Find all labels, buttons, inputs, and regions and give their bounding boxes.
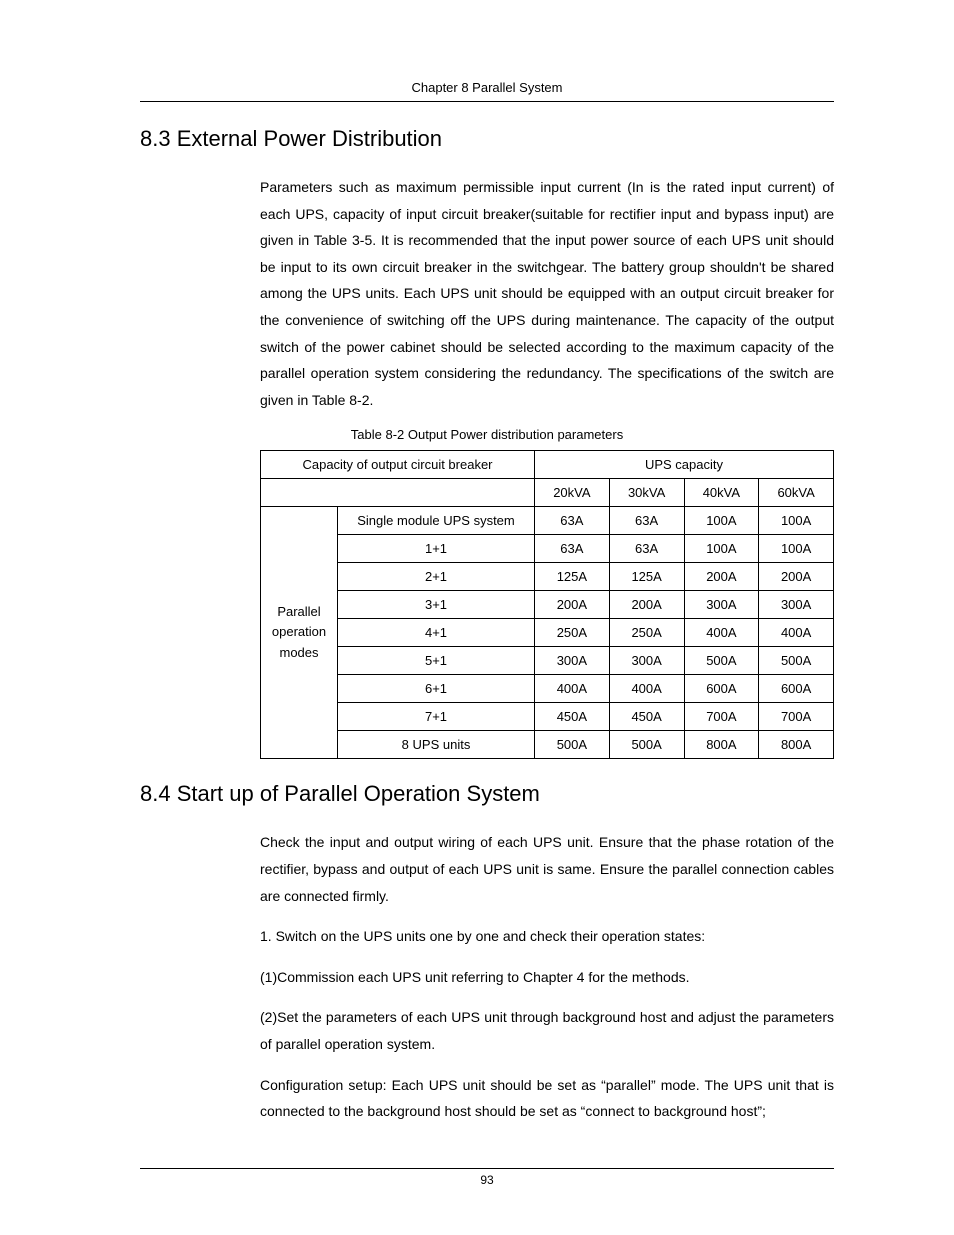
chapter-header: Chapter 8 Parallel System xyxy=(140,80,834,102)
table-cell: 200A xyxy=(609,591,684,619)
table-cell: 600A xyxy=(759,675,834,703)
capacity-col-1: 30kVA xyxy=(609,479,684,507)
table-cell: 800A xyxy=(759,731,834,759)
table-cell: 250A xyxy=(609,619,684,647)
mode-label: 7+1 xyxy=(338,703,535,731)
table-cell: 125A xyxy=(535,563,610,591)
table-cell: 100A xyxy=(684,535,759,563)
table-cell: 300A xyxy=(684,591,759,619)
table-cell: 300A xyxy=(535,647,610,675)
table-cell: 63A xyxy=(609,535,684,563)
table-header-row-2: 20kVA 30kVA 40kVA 60kVA xyxy=(261,479,834,507)
table-cell: 500A xyxy=(684,647,759,675)
capacity-col-3: 60kVA xyxy=(759,479,834,507)
section-8-4-p2: 1. Switch on the UPS units one by one an… xyxy=(260,923,834,950)
table-cell: 700A xyxy=(684,703,759,731)
table-cell: 400A xyxy=(684,619,759,647)
table-row: 2+1 125A 125A 200A 200A xyxy=(261,563,834,591)
table-cell: 100A xyxy=(684,507,759,535)
table-row: Parallel operation modes Single module U… xyxy=(261,507,834,535)
table-cell: 63A xyxy=(609,507,684,535)
table-cell: 450A xyxy=(535,703,610,731)
table-caption: Table 8-2 Output Power distribution para… xyxy=(140,427,834,442)
section-8-3-paragraph: Parameters such as maximum permissible i… xyxy=(260,174,834,413)
table-cell: 400A xyxy=(609,675,684,703)
section-8-4-p1: Check the input and output wiring of eac… xyxy=(260,829,834,909)
table-cell: 250A xyxy=(535,619,610,647)
mode-label: 8 UPS units xyxy=(338,731,535,759)
mode-label: Single module UPS system xyxy=(338,507,535,535)
table-row: 6+1 400A 400A 600A 600A xyxy=(261,675,834,703)
table-row: 5+1 300A 300A 500A 500A xyxy=(261,647,834,675)
table-cell: 300A xyxy=(609,647,684,675)
section-8-4-p4: (2)Set the parameters of each UPS unit t… xyxy=(260,1004,834,1057)
table-cell: 63A xyxy=(535,507,610,535)
row-group-label: Parallel operation modes xyxy=(261,507,338,759)
table-row: 7+1 450A 450A 700A 700A xyxy=(261,703,834,731)
mode-label: 5+1 xyxy=(338,647,535,675)
table-header-left: Capacity of output circuit breaker xyxy=(261,451,535,479)
table-cell: 200A xyxy=(759,563,834,591)
table-cell: 600A xyxy=(684,675,759,703)
capacity-col-0: 20kVA xyxy=(535,479,610,507)
mode-label: 2+1 xyxy=(338,563,535,591)
table-cell: 500A xyxy=(609,731,684,759)
table-row: 8 UPS units 500A 500A 800A 800A xyxy=(261,731,834,759)
output-power-table: Capacity of output circuit breaker UPS c… xyxy=(260,450,834,759)
mode-label: 1+1 xyxy=(338,535,535,563)
table-row: 1+1 63A 63A 100A 100A xyxy=(261,535,834,563)
table-cell: 400A xyxy=(759,619,834,647)
page-footer: 93 xyxy=(140,1168,834,1187)
document-page: Chapter 8 Parallel System 8.3 External P… xyxy=(0,0,954,1235)
table-cell: 700A xyxy=(759,703,834,731)
mode-label: 3+1 xyxy=(338,591,535,619)
section-8-4-p3: (1)Commission each UPS unit referring to… xyxy=(260,964,834,991)
table-row: 3+1 200A 200A 300A 300A xyxy=(261,591,834,619)
table-header-right: UPS capacity xyxy=(535,451,834,479)
section-heading-8-3: 8.3 External Power Distribution xyxy=(140,126,834,152)
table-cell: 200A xyxy=(535,591,610,619)
table-cell: 500A xyxy=(759,647,834,675)
table-cell: 100A xyxy=(759,507,834,535)
table-cell: 100A xyxy=(759,535,834,563)
mode-label: 4+1 xyxy=(338,619,535,647)
page-number: 93 xyxy=(480,1173,493,1187)
table-cell: 125A xyxy=(609,563,684,591)
table-cell: 200A xyxy=(684,563,759,591)
table-cell: 800A xyxy=(684,731,759,759)
mode-label: 6+1 xyxy=(338,675,535,703)
table-cell: 400A xyxy=(535,675,610,703)
table-header-blank xyxy=(261,479,535,507)
section-8-4-p5: Configuration setup: Each UPS unit shoul… xyxy=(260,1072,834,1125)
table-row: 4+1 250A 250A 400A 400A xyxy=(261,619,834,647)
table-cell: 450A xyxy=(609,703,684,731)
capacity-col-2: 40kVA xyxy=(684,479,759,507)
table-cell: 500A xyxy=(535,731,610,759)
section-heading-8-4: 8.4 Start up of Parallel Operation Syste… xyxy=(140,781,834,807)
table-cell: 63A xyxy=(535,535,610,563)
table-cell: 300A xyxy=(759,591,834,619)
table-header-row-1: Capacity of output circuit breaker UPS c… xyxy=(261,451,834,479)
